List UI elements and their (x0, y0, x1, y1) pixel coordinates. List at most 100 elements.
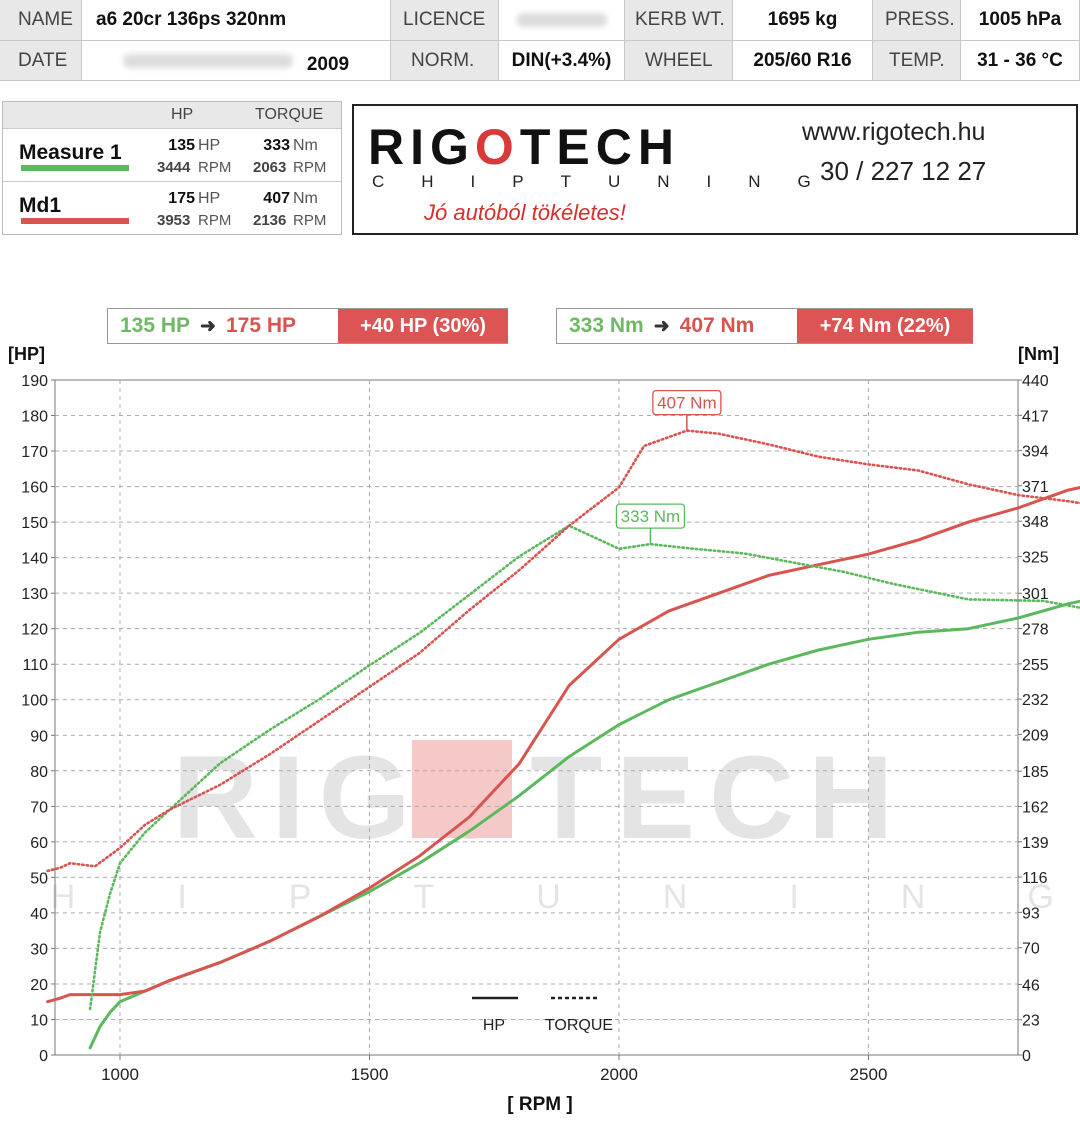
measure-name: Md1 (19, 194, 61, 217)
x-tick-label: 1000 (101, 1065, 139, 1084)
y-tick-label-right: 70 (1022, 941, 1040, 958)
arrow-right-icon: ➜ (653, 315, 670, 337)
measure-nm: 407 (263, 190, 290, 207)
date-value: 2009 (306, 53, 350, 75)
y-tick-label-left: 180 (21, 409, 48, 426)
y-tick-label-left: 0 (39, 1048, 48, 1065)
dyno-chart: RIGOTECH CHIPTUNING 0 10 20 30 40 50 60 70 80 90 10… (0, 344, 1080, 1115)
x-tick-label: 2000 (600, 1065, 638, 1084)
measure-hp: 175 (168, 190, 195, 207)
annotation-label: 407 Nm (657, 394, 717, 413)
y-tick-label-right: 116 (1022, 870, 1048, 887)
y-tick-label-right: 139 (1022, 835, 1049, 852)
y-tick-label-left: 100 (21, 693, 48, 710)
licence-redacted (516, 13, 607, 27)
y-tick-label-right: 23 (1022, 1013, 1040, 1030)
y-tick-label-right: 440 (1022, 373, 1049, 390)
hp-before: 135 HP (120, 314, 191, 337)
y-tick-label-right: 232 (1022, 692, 1049, 709)
y-tick-label-left: 30 (30, 941, 48, 958)
measure-row-stock: Measure 1 135 HP 3444 RPM 333 Nm 2063 RP… (3, 128, 341, 182)
measure-rpm-unit: RPM (198, 212, 232, 229)
measure-nm-rpm: 2063 (253, 159, 287, 176)
y-axis-label-left: [HP] (8, 344, 45, 364)
phone-number: 30 / 227 12 27 (820, 156, 987, 186)
annotation-box (615, 503, 686, 529)
watermark: RIGOTECH CHIPTUNING (0, 732, 1080, 916)
y-tick-label-right: 278 (1022, 622, 1049, 639)
norm-value: DIN(+3.4%) (499, 41, 625, 81)
nm-before: 333 Nm (569, 314, 644, 337)
hp-header: HP (171, 106, 194, 123)
hp-diff-badge: +40 HP (30%) (338, 309, 508, 343)
name-value: a6 20cr 136ps 320nm (82, 0, 391, 41)
chart-ticks: 0 10 20 30 40 50 60 70 80 90 100 110 120 130 140 150 160… (21, 373, 1049, 1084)
plot-border (54, 379, 1019, 1056)
date-redacted (122, 53, 293, 68)
temp-value: 31 - 36 °C (961, 41, 1080, 81)
y-tick-label-left: 140 (21, 551, 48, 568)
torque-header: TORQUE (255, 106, 324, 123)
y-tick-label-right: 255 (1022, 657, 1049, 674)
measure-nm: 333 (263, 137, 290, 154)
chart-grid (54, 379, 1019, 1056)
measure-table-header: HP TORQUE (3, 102, 341, 128)
brand-tagline: CHIPTUNING (372, 172, 848, 191)
nm-after: 407 Nm (679, 314, 755, 337)
wheel-value: 205/60 R16 (733, 41, 873, 81)
brand-left: RIG (368, 119, 475, 175)
y-axis-label-right: [Nm] (1018, 344, 1059, 364)
legend-hp-label: HP (483, 1017, 505, 1034)
y-tick-label-right: 209 (1022, 727, 1049, 744)
nm-diff-badge: +74 Nm (22%) (797, 309, 973, 343)
y-tick-label-left: 130 (21, 586, 48, 603)
temp-label: TEMP. (873, 41, 961, 81)
y-tick-label-right: 93 (1022, 905, 1040, 922)
date-label: DATE (0, 41, 82, 81)
website[interactable]: www.rigotech.hu (802, 118, 986, 146)
x-axis-label: [ RPM ] (507, 1094, 572, 1115)
measure-nm-unit: Nm (293, 137, 318, 154)
brand-slogan: Jó autóból tökéletes! (424, 200, 626, 225)
y-tick-label-left: 20 (30, 977, 48, 994)
measure-legend-table: HP TORQUE Measure 1 135 HP 3444 RPM 333 … (2, 101, 342, 235)
legend-torque-label: TORQUE (545, 1017, 613, 1034)
arrow-right-icon: ➜ (200, 315, 216, 337)
measure-hp-rpm: 3444 (157, 159, 191, 176)
measure-rpm-unit: RPM (293, 159, 327, 176)
measure-nm-unit: Nm (293, 190, 318, 207)
norm-label: NORM. (391, 41, 499, 81)
licence-label: LICENCE (391, 0, 499, 41)
series-torque-md1 (46, 429, 1080, 873)
y-tick-label-left: 80 (30, 764, 48, 781)
watermark-tagline: CHIPTUNING (0, 878, 1080, 916)
y-tick-label-left: 190 (21, 373, 48, 390)
brand-o-icon: O (474, 119, 520, 175)
y-tick-label-left: 40 (30, 906, 48, 923)
y-tick-label-right: 348 (1022, 514, 1049, 531)
date-cell: 2009 (82, 41, 391, 81)
kerb-label: KERB WT. (625, 0, 733, 41)
press-value: 1005 hPa (961, 0, 1080, 41)
y-tick-label-left: 70 (30, 799, 48, 816)
hp-summary-box: 135 HP ➜ 175 HP +40 HP (30%) (107, 308, 508, 344)
y-tick-label-right: 162 (1022, 799, 1049, 816)
measure-hp-rpm: 3953 (157, 212, 191, 229)
y-tick-label-left: 160 (21, 480, 48, 497)
measure-row-tuned: Md1 175 HP 3953 RPM 407 Nm 2136 RPM (3, 181, 341, 235)
y-tick-label-right: 185 (1022, 764, 1049, 781)
chart-legend: HP TORQUE (472, 996, 613, 1034)
licence-value (499, 0, 625, 41)
series-torque-measure-1 (88, 524, 1080, 1011)
y-tick-label-left: 120 (21, 622, 48, 639)
chart-series (46, 429, 1080, 1050)
measure-nm-rpm: 2136 (253, 212, 287, 229)
y-tick-label-left: 90 (30, 728, 48, 745)
y-tick-label-left: 50 (30, 870, 48, 887)
measure-rpm-unit: RPM (198, 159, 232, 176)
y-tick-label-left: 170 (21, 444, 48, 461)
y-tick-label-left: 150 (21, 515, 48, 532)
measure-hp: 135 (168, 137, 195, 154)
x-tick-label: 1500 (351, 1065, 389, 1084)
y-tick-label-left: 60 (30, 835, 48, 852)
